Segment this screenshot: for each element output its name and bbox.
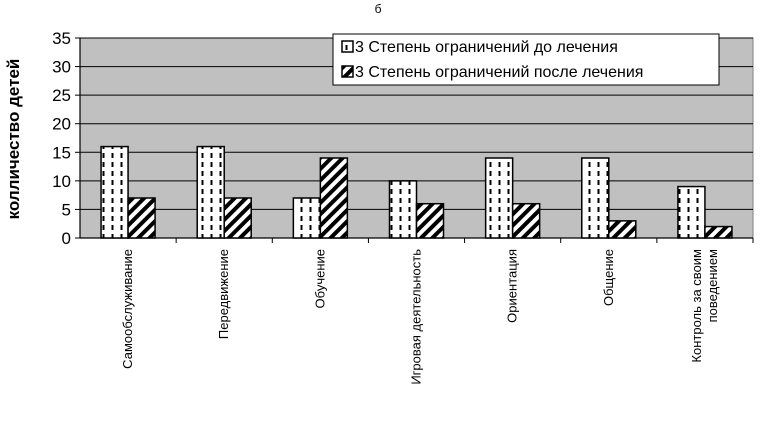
bar-after	[127, 197, 156, 239]
y-tick-label: 5	[62, 200, 71, 219]
y-axis-label: колличество детей	[4, 59, 23, 220]
chart-title: б	[375, 2, 382, 16]
bar-after	[704, 225, 733, 239]
y-tick-label: 35	[52, 29, 71, 48]
bar-before	[581, 157, 610, 239]
x-category-label: Передвижение	[216, 249, 231, 339]
bar-after	[511, 202, 541, 239]
x-category-label: Общение	[601, 249, 616, 306]
x-category-label: Игровая деятельность	[409, 249, 424, 385]
bar-before	[388, 180, 418, 239]
legend: 3 Степень ограничений до лечения 3 Степе…	[332, 33, 720, 86]
x-category-label: Обучение	[312, 249, 327, 308]
y-tick-label: 30	[52, 58, 71, 77]
bar-after	[319, 157, 349, 239]
bar-after	[415, 202, 445, 239]
bar-before	[100, 145, 129, 239]
y-tick-label: 0	[62, 229, 71, 248]
legend-swatch-before	[341, 40, 354, 53]
x-category-label: поведением	[705, 249, 720, 322]
x-category-label: Самообслуживание	[120, 249, 135, 369]
y-tick-label: 20	[52, 115, 71, 134]
y-axis-ticks: 0 5 10 15 20 25 30 35	[52, 29, 80, 248]
bar-before	[677, 185, 706, 239]
x-category-label: Контроль за своим	[689, 249, 704, 363]
bar-before	[484, 157, 514, 239]
y-tick-label: 25	[52, 86, 71, 105]
bars	[100, 145, 733, 239]
bar-before	[196, 145, 225, 239]
x-axis-labels: Самообслуживание Передвижение Обучение Игро…	[120, 238, 754, 385]
y-tick-label: 15	[52, 143, 71, 162]
legend-swatch-after	[341, 65, 354, 78]
y-tick-label: 10	[52, 172, 71, 191]
x-category-label: Ориентация	[505, 249, 520, 323]
legend-box	[332, 33, 720, 86]
bar-before	[292, 197, 322, 239]
legend-label-after: 3 Степень ограничений после лечения	[355, 64, 643, 81]
bar-after	[608, 220, 637, 239]
bar-after	[223, 197, 252, 239]
legend-label-before: 3 Степень ограничений до лечения	[355, 39, 618, 56]
